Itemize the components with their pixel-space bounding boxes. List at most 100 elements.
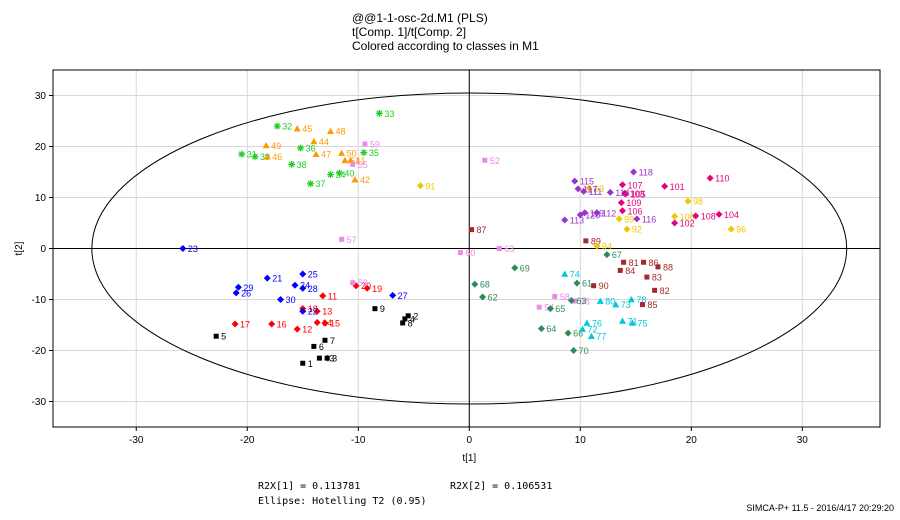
data-point-label: 113 (570, 215, 584, 225)
data-point (291, 281, 299, 289)
data-point (299, 307, 307, 315)
data-point-label: 28 (308, 284, 318, 294)
r2x-comp2-stat: R2X[2] = 0.106531 (450, 481, 553, 492)
data-point-label: 85 (647, 300, 657, 310)
data-point-label: 45 (302, 124, 312, 134)
data-point-label: 100 (680, 212, 695, 222)
data-point (263, 153, 271, 160)
data-point (213, 333, 219, 339)
software-footer: SIMCA-P+ 11.5 - 2016/4/17 20:29:20 (746, 503, 894, 513)
data-point-label: 80 (605, 297, 615, 307)
data-point (593, 242, 601, 250)
data-point-label: 82 (660, 286, 670, 296)
data-point-label: 5 (221, 332, 226, 342)
data-point (587, 332, 595, 340)
data-point-label: 20 (361, 281, 371, 291)
data-point-label: 84 (625, 266, 635, 276)
data-point (561, 216, 569, 224)
data-point (299, 270, 307, 278)
data-point (561, 270, 569, 277)
data-point (596, 297, 604, 304)
data-point-label: 15 (330, 318, 340, 328)
data-point (179, 245, 187, 252)
data-point (580, 187, 588, 195)
data-point (297, 144, 305, 152)
data-point (268, 320, 276, 328)
data-point (263, 274, 271, 282)
data-point (471, 280, 479, 288)
data-point-label: 57 (347, 235, 357, 245)
data-point-label: 108 (701, 211, 716, 221)
data-point-label: 4 (410, 314, 415, 324)
data-point-label: 77 (596, 332, 606, 342)
data-point-label: 106 (627, 206, 642, 216)
data-point-label: 87 (476, 225, 486, 235)
data-point-label: 63 (504, 244, 514, 254)
data-point (327, 171, 335, 179)
data-point (591, 283, 597, 289)
data-point (630, 168, 638, 176)
data-point (571, 177, 579, 185)
data-point (234, 283, 242, 291)
data-point-label: 9 (380, 304, 385, 314)
data-point-label: 34 (336, 170, 346, 180)
data-point (570, 347, 578, 354)
data-point-label: 59 (370, 139, 380, 149)
data-point-label: 120 (585, 210, 600, 220)
data-point (546, 305, 554, 313)
data-point-label: 91 (425, 181, 435, 191)
data-point-label: 68 (480, 280, 490, 290)
data-point (362, 141, 368, 147)
data-point-label: 52 (490, 156, 500, 166)
data-point-label: 118 (639, 168, 653, 178)
data-point (299, 284, 307, 292)
data-point-label: 96 (736, 225, 746, 235)
data-point-label: 116 (642, 214, 656, 224)
data-point-label: 112 (602, 208, 616, 218)
data-point-label: 66 (573, 329, 583, 339)
data-point (661, 182, 669, 190)
x-tick-label: -30 (129, 435, 144, 446)
data-point (633, 215, 641, 223)
data-point (327, 127, 335, 134)
data-point (273, 122, 281, 130)
data-point (321, 319, 329, 327)
data-point (618, 181, 626, 189)
data-point (615, 215, 623, 223)
data-point (715, 210, 723, 218)
y-tick-label: 20 (35, 142, 47, 153)
data-point (231, 320, 239, 328)
data-point-label: 30 (286, 295, 296, 305)
r2x-comp1-stat: R2X[1] = 0.113781 (258, 481, 361, 492)
data-point (583, 238, 589, 244)
data-point-label: 2 (413, 311, 418, 321)
data-point-label: 83 (652, 273, 662, 283)
data-point-label: 11 (328, 291, 337, 301)
data-point-label: 105 (631, 189, 646, 199)
data-point (319, 292, 327, 300)
data-point (479, 293, 487, 301)
y-tick-label: 10 (35, 193, 47, 204)
data-point (684, 197, 692, 205)
data-point-label: 43 (324, 354, 334, 364)
data-point-label: 50 (347, 149, 357, 159)
data-point-label: 73 (621, 300, 631, 310)
data-point-label: 69 (520, 263, 530, 273)
data-point (262, 141, 270, 149)
data-point-label: 90 (599, 281, 609, 291)
data-point-label: 67 (612, 250, 622, 260)
data-point-label: 98 (693, 197, 703, 207)
data-point-label: 16 (277, 319, 287, 329)
data-point (310, 137, 318, 145)
data-point (400, 320, 406, 326)
data-point-label: 48 (336, 127, 346, 137)
data-point (277, 296, 285, 303)
data-point-label: 27 (398, 291, 408, 301)
data-point-label: 22 (308, 307, 318, 317)
y-tick-label: -30 (32, 397, 47, 408)
data-point (496, 246, 502, 251)
data-point (251, 153, 259, 161)
data-point-label: 24 (300, 281, 310, 291)
